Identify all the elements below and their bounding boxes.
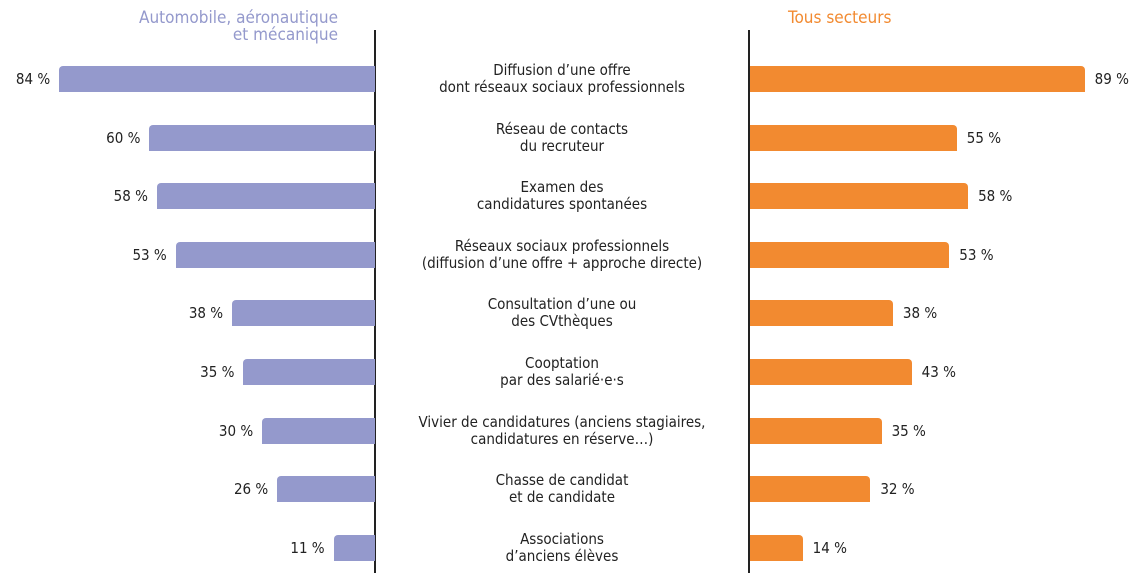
value-label: 35 % [891, 421, 926, 440]
value-label: 14 % [812, 538, 847, 557]
bar [59, 66, 375, 92]
value-label: 89 % [1094, 70, 1129, 88]
bar [156, 183, 375, 210]
value-label: 53 % [132, 245, 167, 264]
value-label: 32 % [880, 480, 915, 499]
category-label: Associations d’anciens élèves [505, 529, 619, 565]
category-label: Réseau de contacts du recruteur [495, 119, 629, 155]
legend-right: Tous secteurs [788, 8, 892, 28]
value-label: 35 % [200, 363, 235, 381]
value-label: 38 % [902, 304, 938, 323]
value-label: 26 % [233, 480, 269, 499]
bar [750, 417, 882, 444]
right-axis [748, 30, 750, 573]
value-label: 11 % [290, 538, 325, 557]
bar [232, 300, 375, 327]
value-label: 53 % [959, 245, 994, 264]
category-label: Vivier de candidatures (anciens stagiair… [418, 412, 706, 448]
bar [750, 300, 893, 327]
category-label: Consultation d’une ou des CVthèques [487, 295, 637, 331]
bar [149, 124, 375, 151]
bar [750, 359, 912, 385]
bar [243, 359, 375, 385]
value-label: 84 % [15, 70, 51, 88]
value-label: 30 % [218, 421, 254, 440]
bar [750, 534, 803, 561]
bar [262, 417, 375, 444]
value-label: 43 % [921, 363, 956, 381]
bar [750, 241, 950, 268]
category-label: Cooptation par des salarié·e·s [500, 354, 624, 389]
category-label: Chasse de candidat et de candidate [495, 471, 629, 507]
value-label: 58 % [978, 187, 1013, 206]
bar [333, 534, 375, 561]
bar [750, 124, 957, 151]
value-label: 38 % [188, 304, 224, 323]
bar [175, 241, 375, 268]
value-label: 58 % [113, 187, 148, 206]
legend-left: Automobile, aéronautique et mécanique [139, 8, 338, 45]
value-label: 55 % [966, 128, 1002, 147]
bar [277, 476, 375, 503]
value-label: 60 % [106, 128, 141, 147]
bar [750, 476, 871, 503]
category-label: Examen des candidatures spontanées [476, 178, 648, 214]
category-label: Réseaux sociaux professionnels (diffusio… [421, 236, 703, 272]
bar [750, 66, 1085, 92]
bar [750, 183, 969, 210]
category-label: Diffusion d’une offre dont réseaux socia… [439, 61, 685, 96]
